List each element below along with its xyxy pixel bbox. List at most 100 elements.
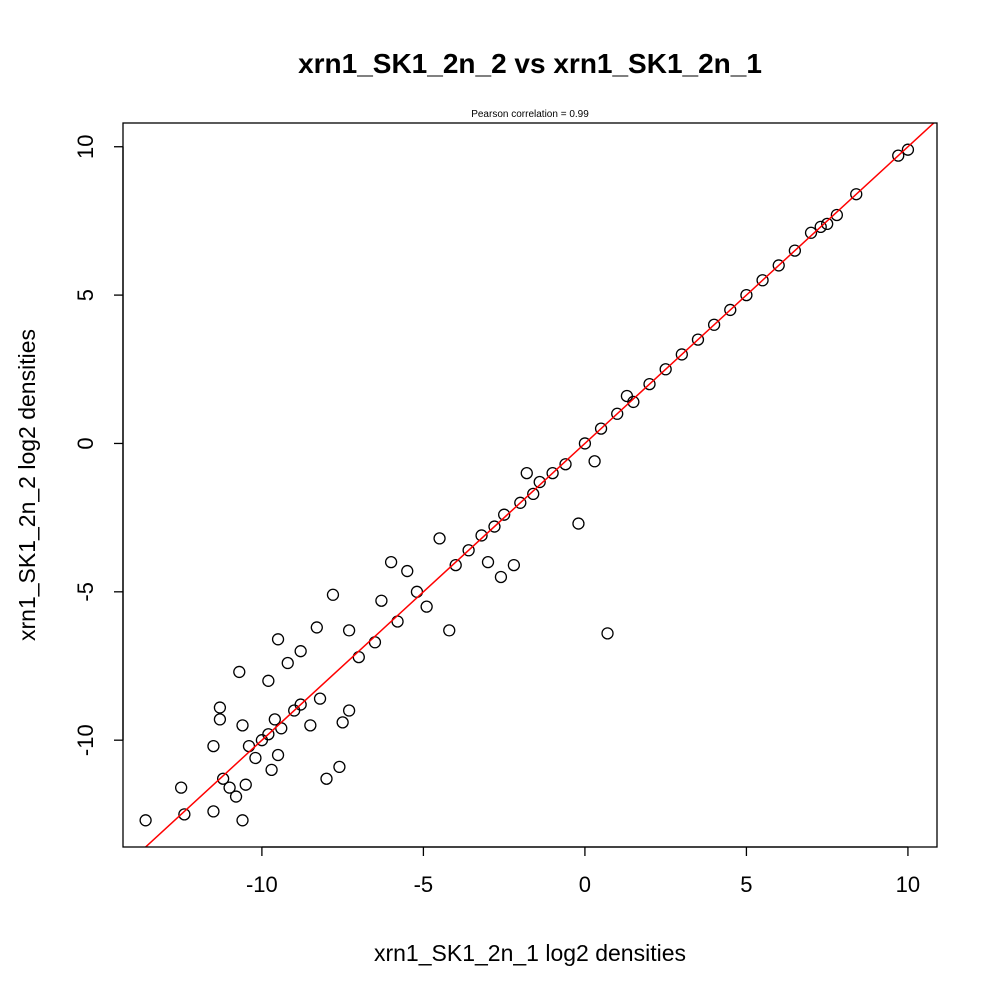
y-tick-label: -5 bbox=[73, 582, 98, 602]
data-point bbox=[433, 532, 446, 545]
data-point bbox=[611, 407, 624, 420]
data-point bbox=[262, 674, 275, 687]
data-point bbox=[229, 790, 243, 803]
y-tick-label: 5 bbox=[73, 289, 98, 301]
x-tick-label: -10 bbox=[246, 872, 278, 897]
data-point bbox=[326, 588, 340, 601]
data-point bbox=[507, 558, 520, 572]
data-point bbox=[691, 333, 705, 346]
data-point bbox=[304, 719, 317, 732]
data-point bbox=[588, 455, 601, 468]
data-point bbox=[271, 748, 285, 762]
data-point bbox=[740, 288, 753, 302]
data-point bbox=[233, 665, 246, 679]
data-point bbox=[814, 220, 827, 234]
x-axis: -10 -5 0 5 10 bbox=[246, 846, 920, 897]
data-point bbox=[342, 704, 356, 717]
data-point bbox=[420, 600, 433, 613]
x-axis-label: xrn1_SK1_2n_1 log2 densities bbox=[374, 940, 686, 966]
data-point bbox=[262, 728, 275, 741]
data-point bbox=[488, 520, 501, 533]
data-point bbox=[475, 529, 488, 542]
data-point bbox=[391, 615, 404, 628]
data-point bbox=[601, 627, 614, 640]
data-point bbox=[572, 517, 585, 530]
data-point bbox=[821, 217, 834, 231]
data-point bbox=[756, 274, 769, 287]
data-point bbox=[830, 208, 844, 222]
data-point bbox=[265, 763, 278, 777]
data-point bbox=[213, 713, 227, 726]
data-point bbox=[659, 363, 672, 376]
chart-title: xrn1_SK1_2n_2 vs xrn1_SK1_2n_1 bbox=[298, 48, 762, 79]
data-point bbox=[213, 701, 227, 714]
data-point bbox=[294, 698, 307, 711]
data-point bbox=[449, 558, 462, 572]
data-point bbox=[139, 814, 152, 827]
data-point bbox=[643, 377, 656, 391]
x-tick-label: 0 bbox=[579, 872, 591, 897]
data-point bbox=[275, 722, 288, 735]
data-point bbox=[620, 389, 634, 403]
y-axis-label: xrn1_SK1_2n_2 log2 densities bbox=[14, 329, 40, 641]
chart-subtitle: Pearson correlation = 0.99 bbox=[471, 109, 589, 120]
x-tick-label: 10 bbox=[896, 872, 920, 897]
y-tick-label: 0 bbox=[73, 437, 98, 449]
data-point bbox=[207, 805, 220, 818]
data-point bbox=[333, 760, 346, 774]
data-point bbox=[772, 259, 785, 272]
data-point bbox=[892, 149, 905, 162]
data-point bbox=[384, 555, 398, 569]
data-point bbox=[375, 594, 388, 607]
data-point bbox=[788, 244, 802, 257]
data-point bbox=[462, 544, 475, 557]
data-point bbox=[268, 713, 281, 726]
data-point bbox=[223, 781, 236, 794]
data-point bbox=[242, 739, 256, 753]
data-point bbox=[313, 692, 327, 705]
data-point bbox=[310, 621, 323, 634]
data-point bbox=[850, 188, 863, 201]
data-point bbox=[178, 808, 191, 821]
data-point bbox=[627, 395, 640, 409]
data-point bbox=[239, 778, 252, 791]
data-point bbox=[410, 585, 424, 598]
data-point bbox=[514, 496, 527, 509]
data-point bbox=[675, 348, 688, 361]
data-point bbox=[281, 656, 294, 670]
data-point bbox=[342, 624, 356, 637]
y-tick-label: -10 bbox=[73, 724, 98, 756]
y-tick-label: 10 bbox=[73, 134, 98, 158]
data-point bbox=[236, 719, 249, 732]
plot-area bbox=[122, 122, 938, 848]
data-point bbox=[320, 772, 333, 785]
data-point bbox=[594, 422, 608, 435]
data-point bbox=[336, 716, 349, 729]
data-point bbox=[520, 466, 533, 480]
data-point bbox=[249, 751, 262, 765]
data-point bbox=[271, 633, 285, 646]
data-point bbox=[498, 508, 511, 521]
data-point bbox=[901, 143, 915, 156]
data-point bbox=[546, 466, 559, 480]
data-point bbox=[707, 318, 721, 331]
data-point bbox=[352, 650, 365, 664]
data-point bbox=[401, 564, 414, 578]
x-tick-label: 5 bbox=[740, 872, 752, 897]
data-point bbox=[804, 226, 818, 239]
data-point bbox=[533, 475, 546, 489]
data-point bbox=[494, 570, 508, 584]
data-point bbox=[294, 645, 307, 658]
data-point bbox=[724, 303, 737, 317]
x-tick-label: -5 bbox=[414, 872, 434, 897]
data-point bbox=[559, 458, 572, 471]
data-point bbox=[527, 487, 540, 501]
y-axis: -10 -5 0 5 10 bbox=[73, 134, 124, 756]
data-point bbox=[481, 555, 495, 569]
fit-line bbox=[144, 123, 935, 847]
data-points bbox=[139, 143, 915, 827]
data-point bbox=[216, 772, 230, 785]
data-point bbox=[578, 437, 592, 450]
